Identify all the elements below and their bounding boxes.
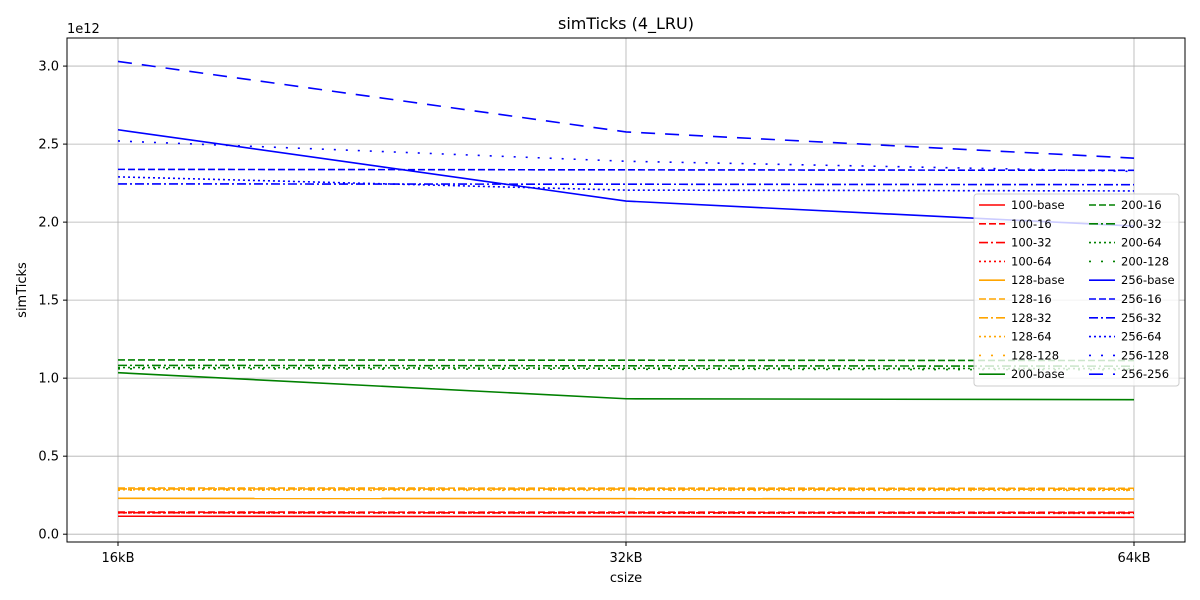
legend-label: 128-32 bbox=[1011, 311, 1052, 325]
legend-label: 200-128 bbox=[1121, 254, 1169, 268]
series-lines bbox=[117, 60, 1135, 519]
series-line-256-16 bbox=[117, 168, 1135, 172]
y-tick-label: 3.0 bbox=[38, 60, 59, 75]
legend-box bbox=[973, 193, 1180, 387]
legend-label: 128-128 bbox=[1011, 348, 1059, 362]
legend-label: 100-16 bbox=[1011, 217, 1052, 231]
legend-label: 128-64 bbox=[1011, 330, 1052, 344]
legend-label: 200-base bbox=[1011, 367, 1065, 381]
legend-label: 256-64 bbox=[1121, 330, 1162, 344]
series-line-200-32 bbox=[117, 364, 1135, 367]
legend: 100-base 100-16 100-32 100-64 128-base 128-16… bbox=[973, 193, 1180, 387]
series-line-128-base bbox=[117, 497, 1135, 500]
legend-label: 100-64 bbox=[1011, 254, 1052, 268]
legend-label: 200-32 bbox=[1121, 217, 1162, 231]
series-line-256-64 bbox=[117, 176, 1135, 192]
series-line-200-16 bbox=[117, 359, 1135, 362]
legend-label: 256-256 bbox=[1121, 367, 1169, 381]
y-tick-label: 1.5 bbox=[38, 294, 59, 309]
series-line-256-base bbox=[117, 128, 1135, 227]
y-axis-offset-label: 1e12 bbox=[67, 22, 100, 37]
series-line-256-128 bbox=[117, 140, 1135, 173]
legend-label: 256-16 bbox=[1121, 292, 1162, 306]
legend-label: 256-base bbox=[1121, 273, 1175, 287]
chart-title: simTicks (4_LRU) bbox=[558, 14, 694, 34]
y-tick-label: 2.0 bbox=[38, 216, 59, 231]
legend-label: 200-64 bbox=[1121, 236, 1162, 250]
x-axis-label: csize bbox=[610, 571, 642, 586]
y-tick-label: 0.0 bbox=[38, 528, 59, 543]
series-line-256-256 bbox=[117, 60, 1135, 159]
series-line-256-32 bbox=[117, 183, 1135, 186]
legend-label: 128-base bbox=[1011, 273, 1065, 287]
series-line-100-base bbox=[117, 515, 1135, 519]
series-line-200-base bbox=[117, 371, 1135, 401]
series-line-200-64 bbox=[117, 366, 1135, 370]
legend-label: 128-16 bbox=[1011, 292, 1052, 306]
x-tick-label: 64kB bbox=[1118, 551, 1151, 566]
tick-labels: 16kB 32kB 64kB 0.0 0.5 1.0 1.5 2.0 2.5 3.0 bbox=[38, 60, 1150, 566]
x-tick-label: 16kB bbox=[102, 551, 135, 566]
legend-label: 256-128 bbox=[1121, 348, 1169, 362]
series-line-200-128 bbox=[117, 367, 1135, 371]
y-tick-label: 1.0 bbox=[38, 372, 59, 387]
y-axis-label: simTicks bbox=[15, 262, 30, 318]
legend-label: 100-base bbox=[1011, 198, 1065, 212]
legend-label: 100-32 bbox=[1011, 236, 1052, 250]
legend-label: 200-16 bbox=[1121, 198, 1162, 212]
x-tick-label: 32kB bbox=[610, 551, 643, 566]
y-tick-label: 0.5 bbox=[38, 450, 59, 465]
legend-label: 256-32 bbox=[1121, 311, 1162, 325]
y-tick-label: 2.5 bbox=[38, 138, 59, 153]
